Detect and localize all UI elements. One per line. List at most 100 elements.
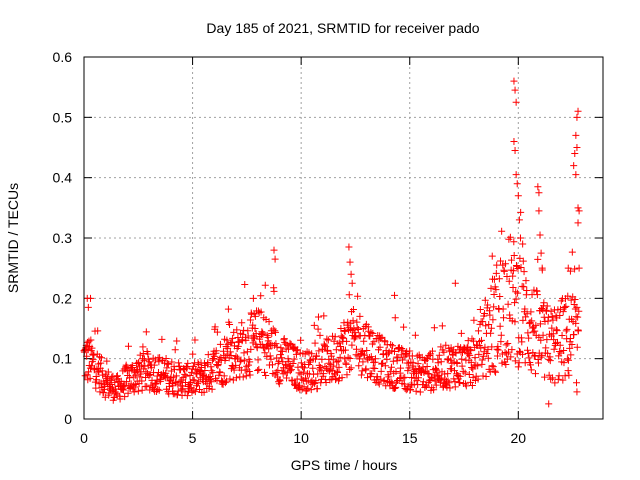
data-point — [113, 372, 121, 380]
data-point — [319, 370, 327, 378]
data-point — [511, 147, 519, 155]
data-point — [216, 340, 224, 348]
data-point — [515, 216, 523, 224]
data-point — [401, 373, 409, 381]
data-point — [531, 370, 539, 378]
data-point — [392, 383, 400, 391]
data-point — [152, 379, 160, 387]
data-point — [487, 324, 495, 332]
data-point — [213, 328, 221, 336]
data-point — [360, 337, 368, 345]
data-point — [436, 378, 444, 386]
data-point — [510, 137, 518, 145]
data-point — [336, 353, 344, 361]
data-point — [518, 338, 526, 346]
data-point — [181, 388, 189, 396]
data-point — [559, 376, 567, 384]
data-point — [151, 380, 159, 388]
data-point — [363, 346, 371, 354]
data-point — [312, 377, 320, 385]
data-point — [221, 379, 229, 387]
data-point — [574, 107, 582, 115]
data-point — [562, 327, 570, 335]
data-point — [124, 342, 132, 350]
data-point — [294, 363, 302, 371]
data-point — [530, 352, 538, 360]
data-point — [414, 374, 422, 382]
data-point — [539, 331, 547, 339]
y-tick-label: 0.3 — [53, 230, 73, 246]
data-point — [474, 327, 482, 335]
data-point — [544, 313, 552, 321]
data-point — [509, 284, 517, 292]
data-point — [381, 362, 389, 370]
data-point — [177, 386, 185, 394]
data-point — [419, 363, 427, 371]
data-point — [499, 305, 507, 313]
data-point — [446, 384, 454, 392]
data-point — [549, 316, 557, 324]
data-point — [556, 341, 564, 349]
data-point — [314, 325, 322, 333]
axis-ticks — [83, 56, 603, 420]
data-point — [348, 341, 356, 349]
y-tick-label: 0.4 — [53, 170, 73, 186]
data-point — [504, 300, 512, 308]
data-point — [268, 361, 276, 369]
data-point — [561, 303, 569, 311]
data-point — [142, 368, 150, 376]
data-point — [512, 295, 520, 303]
data-point — [398, 345, 406, 353]
data-point — [191, 388, 199, 396]
data-point — [489, 363, 497, 371]
data-point — [298, 375, 306, 383]
data-point — [331, 333, 339, 341]
x-tick-label: 0 — [80, 430, 88, 446]
data-point — [136, 351, 144, 359]
data-point — [493, 261, 501, 269]
data-point — [300, 383, 308, 391]
data-point — [237, 356, 245, 364]
data-point — [478, 356, 486, 364]
data-point — [483, 350, 491, 358]
data-point — [324, 336, 332, 344]
data-point — [204, 359, 212, 367]
data-point — [240, 349, 248, 357]
data-point — [352, 345, 360, 353]
data-point — [509, 272, 517, 280]
data-point — [345, 291, 353, 299]
data-point — [126, 374, 134, 382]
data-point — [502, 360, 510, 368]
data-point — [497, 338, 505, 346]
data-point — [564, 367, 572, 375]
data-point — [549, 374, 557, 382]
data-point — [428, 347, 436, 355]
data-point — [265, 318, 273, 326]
data-point — [514, 289, 522, 297]
data-point — [369, 329, 377, 337]
data-point — [170, 365, 178, 373]
data-point — [207, 363, 215, 371]
data-point — [501, 260, 509, 268]
data-point — [438, 374, 446, 382]
data-point — [92, 384, 100, 392]
data-point — [266, 352, 274, 360]
data-point — [238, 319, 246, 327]
data-point — [94, 327, 102, 335]
data-point — [171, 346, 179, 354]
data-point — [522, 277, 530, 285]
data-point — [330, 337, 338, 345]
data-point — [169, 382, 177, 390]
data-point — [465, 370, 473, 378]
data-point — [413, 370, 421, 378]
data-point — [511, 357, 519, 365]
data-point — [138, 377, 146, 385]
data-point — [176, 377, 184, 385]
data-point — [548, 312, 556, 320]
x-axis-label: GPS time / hours — [291, 457, 398, 473]
data-point — [547, 375, 555, 383]
data-point — [571, 295, 579, 303]
data-point — [297, 336, 305, 344]
data-point — [575, 307, 583, 315]
